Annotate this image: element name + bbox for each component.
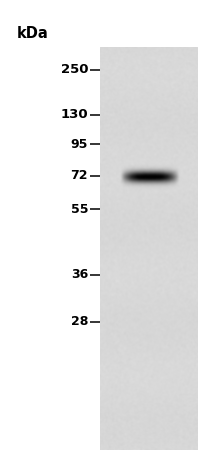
Text: 95: 95 [71, 138, 88, 150]
Text: 55: 55 [71, 203, 88, 216]
Text: kDa: kDa [17, 26, 49, 41]
Text: 250: 250 [61, 63, 88, 76]
Text: 72: 72 [71, 169, 88, 182]
Text: 36: 36 [71, 268, 88, 281]
Text: 130: 130 [60, 108, 88, 121]
Text: 28: 28 [71, 315, 88, 328]
